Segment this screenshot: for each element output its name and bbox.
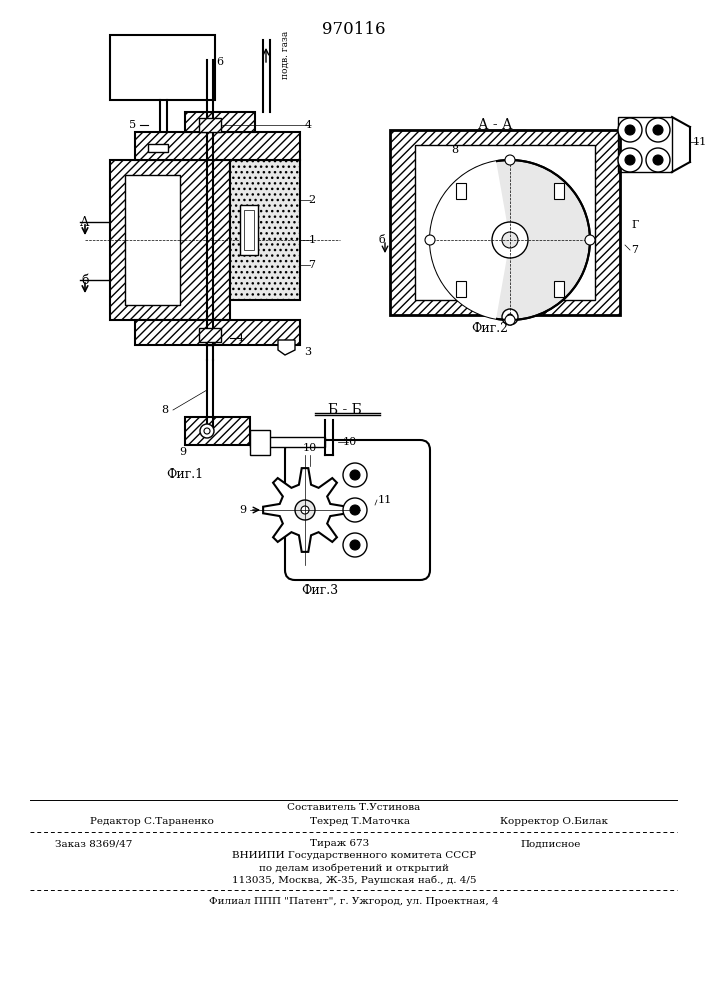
Circle shape xyxy=(505,155,515,165)
Text: 10: 10 xyxy=(303,443,317,453)
Text: 9: 9 xyxy=(240,505,247,515)
Circle shape xyxy=(350,540,360,550)
Text: 11: 11 xyxy=(693,137,707,147)
Bar xyxy=(148,144,168,152)
Bar xyxy=(250,430,270,455)
Bar xyxy=(390,130,620,315)
Text: Фиг.1: Фиг.1 xyxy=(166,468,204,482)
Bar xyxy=(455,281,465,297)
Circle shape xyxy=(646,148,670,172)
Circle shape xyxy=(350,470,360,480)
Text: 10: 10 xyxy=(343,437,357,447)
Text: 1: 1 xyxy=(308,235,315,245)
Circle shape xyxy=(507,314,513,320)
Bar xyxy=(230,160,300,300)
Circle shape xyxy=(625,155,635,165)
Bar xyxy=(185,112,255,132)
Text: Редактор С.Тараненко: Редактор С.Тараненко xyxy=(90,818,214,826)
Text: 8: 8 xyxy=(452,145,459,155)
Bar xyxy=(199,328,221,342)
Text: Б - Б: Б - Б xyxy=(328,403,362,417)
Text: Тираж 673: Тираж 673 xyxy=(310,840,369,848)
Bar xyxy=(240,205,258,255)
Circle shape xyxy=(585,235,595,245)
Text: 2: 2 xyxy=(308,195,315,205)
Circle shape xyxy=(653,155,663,165)
Text: Подписное: Подписное xyxy=(520,840,580,848)
Text: 5: 5 xyxy=(129,120,136,130)
Bar xyxy=(455,183,465,199)
Text: Составитель Т.Устинова: Составитель Т.Устинова xyxy=(287,804,421,812)
Circle shape xyxy=(502,232,518,248)
Polygon shape xyxy=(278,340,295,355)
Text: Заказ 8369/47: Заказ 8369/47 xyxy=(55,840,132,848)
Circle shape xyxy=(653,125,663,135)
Text: 3: 3 xyxy=(305,347,312,357)
Circle shape xyxy=(343,533,367,557)
Bar xyxy=(618,117,672,172)
Circle shape xyxy=(618,118,642,142)
Bar xyxy=(135,132,300,160)
Circle shape xyxy=(505,315,515,325)
Text: 6: 6 xyxy=(216,57,223,67)
Circle shape xyxy=(343,498,367,522)
Text: 9: 9 xyxy=(180,447,187,457)
Circle shape xyxy=(425,235,435,245)
Text: ВНИИПИ Государственного комитета СССР: ВНИИПИ Государственного комитета СССР xyxy=(232,852,476,860)
Circle shape xyxy=(200,424,214,438)
Text: 4: 4 xyxy=(236,333,244,343)
Text: 8: 8 xyxy=(161,405,168,415)
Text: Техред Т.Маточка: Техред Т.Маточка xyxy=(310,818,410,826)
Circle shape xyxy=(343,463,367,487)
Circle shape xyxy=(625,125,635,135)
Text: А - А: А - А xyxy=(478,118,513,132)
Bar xyxy=(125,175,180,305)
Text: 7: 7 xyxy=(631,245,638,255)
Text: 113035, Москва, Ж-35, Раушская наб., д. 4/5: 113035, Москва, Ж-35, Раушская наб., д. … xyxy=(232,875,477,885)
Circle shape xyxy=(430,160,590,320)
Polygon shape xyxy=(430,161,510,319)
Circle shape xyxy=(502,309,518,325)
Polygon shape xyxy=(263,468,347,552)
Bar xyxy=(415,145,595,300)
Circle shape xyxy=(301,506,309,514)
Bar xyxy=(554,281,564,297)
Text: подв. газа: подв. газа xyxy=(281,31,289,79)
Text: б: б xyxy=(81,273,89,286)
Bar xyxy=(554,183,564,199)
Circle shape xyxy=(204,428,210,434)
Text: б: б xyxy=(378,235,385,245)
Text: 970116: 970116 xyxy=(322,21,386,38)
Text: 4: 4 xyxy=(305,120,312,130)
Text: Фиг.2: Фиг.2 xyxy=(472,322,508,334)
Circle shape xyxy=(492,222,528,258)
Text: 11: 11 xyxy=(378,495,392,505)
Text: по делам изобретений и открытий: по делам изобретений и открытий xyxy=(259,863,449,873)
Bar xyxy=(135,320,300,345)
Bar xyxy=(244,210,254,250)
Bar xyxy=(110,160,230,320)
Text: Фиг.3: Фиг.3 xyxy=(301,584,339,596)
Text: Г: Г xyxy=(631,220,638,230)
FancyBboxPatch shape xyxy=(285,440,430,580)
Bar xyxy=(110,35,215,100)
Text: Корректор О.Билак: Корректор О.Билак xyxy=(500,818,608,826)
Text: 7: 7 xyxy=(308,260,315,270)
Circle shape xyxy=(350,505,360,515)
Bar xyxy=(199,118,221,132)
Text: А: А xyxy=(81,216,90,229)
Bar xyxy=(250,437,325,447)
Text: Филиал ППП "Патент", г. Ужгород, ул. Проектная, 4: Филиал ППП "Патент", г. Ужгород, ул. Про… xyxy=(209,898,499,906)
Circle shape xyxy=(618,148,642,172)
Circle shape xyxy=(295,500,315,520)
Circle shape xyxy=(646,118,670,142)
Bar xyxy=(185,417,250,445)
